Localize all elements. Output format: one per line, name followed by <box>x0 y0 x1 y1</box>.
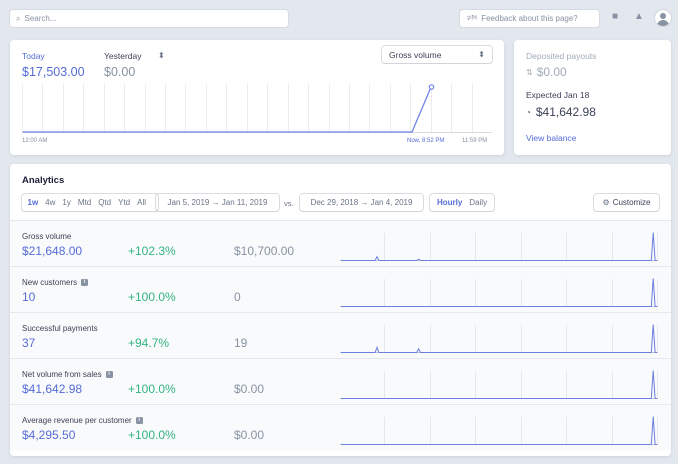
deposited-label: Deposited payouts <box>526 51 597 61</box>
metric-name: New customers i <box>22 278 89 287</box>
deposited-row: ⇅ $0.00 <box>526 65 567 79</box>
range-option-1y[interactable]: 1y <box>62 198 71 207</box>
feedback-button[interactable]: 🕬 Feedback about this page? <box>460 10 599 27</box>
search-icon: ⌕ <box>16 13 21 23</box>
sparkline-series <box>341 416 657 445</box>
deposited-value: $0.00 <box>536 65 567 79</box>
expected-label: Expected Jan 18 <box>526 90 590 100</box>
metric-row[interactable]: New customers i 10 +100.0% 0 <box>10 266 671 312</box>
customize-button[interactable]: ⚙ Customize <box>594 194 659 211</box>
range-selector[interactable]: 1w 4w 1y Mtd Qtd Ytd All <box>22 194 158 211</box>
granularity-daily[interactable]: Daily <box>469 198 488 207</box>
metric-sparkline <box>340 278 658 307</box>
analytics-title: Analytics <box>22 175 65 186</box>
metric-name-text: New customers <box>22 278 78 287</box>
today-line-chart <box>22 84 492 133</box>
sparkline-series <box>341 278 657 307</box>
metric-name: Successful payments <box>22 324 98 333</box>
sparkline-series <box>341 324 657 353</box>
feedback-label: Feedback about this page? <box>481 14 578 23</box>
metric-row[interactable]: Successful payments 37 +94.7% 19 <box>10 312 671 358</box>
view-balance-link[interactable]: View balance <box>526 133 577 143</box>
range-option-ytd[interactable]: Ytd <box>118 198 131 207</box>
search-input[interactable]: ⌕ Search... <box>10 10 288 27</box>
expected-row: ◔ $41,642.98 <box>526 105 596 119</box>
metric-sparkline <box>340 232 658 261</box>
analytics-card: Analytics 1w 4w 1y Mtd Qtd Ytd All Jan 5, 2019… <box>10 164 671 456</box>
clock-icon: ◔ <box>526 107 531 117</box>
metric-row[interactable]: Average revenue per customer i $4,295.50 +1… <box>10 404 671 450</box>
range-option-mtd[interactable]: Mtd <box>77 198 92 207</box>
metric-value: $21,648.00 <box>22 244 83 258</box>
today-label: Today <box>22 51 45 61</box>
time-start-label: 12:00 AM <box>22 138 48 144</box>
metric-name-text: Successful payments <box>22 324 98 333</box>
metric-name-text: Average revenue per customer <box>22 416 132 425</box>
range-option-4w[interactable]: 4w <box>45 198 56 207</box>
chart-current-point <box>428 84 435 90</box>
date-range-picker[interactable]: Jan 5, 2019 → Jan 11, 2019 <box>156 194 279 211</box>
metric-sparkline <box>340 370 658 399</box>
metric-name: Net volume from sales i <box>22 370 113 379</box>
yesterday-value: $0.00 <box>104 65 136 79</box>
metric-name-text: Gross volume <box>22 232 72 241</box>
today-value: $17,503.00 <box>22 65 85 79</box>
info-icon[interactable]: i <box>105 371 113 378</box>
granularity-hourly[interactable]: Hourly <box>436 198 463 207</box>
time-now-label: Now, 8:52 PM <box>407 138 445 144</box>
chevron-updown-icon: ⬍ <box>478 50 485 59</box>
granularity-toggle[interactable]: Hourly Daily <box>430 194 494 211</box>
today-card: Today $17,503.00 Yesterday ⬍ $0.00 Gross… <box>10 40 504 155</box>
metric-sparkline <box>340 324 658 353</box>
metric-select[interactable]: Gross volume ⬍ <box>382 46 492 63</box>
metric-previous: 19 <box>234 336 248 350</box>
compare-range-value: Dec 29, 2018 → Jan 4, 2019 <box>310 198 413 207</box>
time-end-label: 11:59 PM <box>462 138 488 144</box>
metric-row[interactable]: Net volume from sales i $41,642.98 +100.0% $… <box>10 358 671 404</box>
range-option-qtd[interactable]: Qtd <box>98 198 112 207</box>
metric-previous: $10,700.00 <box>234 244 295 258</box>
payouts-card: Deposited payouts ⇅ $0.00 Expected Jan 1… <box>514 40 671 155</box>
range-option-all[interactable]: All <box>137 198 147 207</box>
metric-change: +100.0% <box>128 382 176 396</box>
sparkline-series <box>341 370 657 399</box>
metric-value: 10 <box>22 290 36 304</box>
metric-value: $4,295.50 <box>22 428 76 442</box>
bell-icon[interactable]: ▲ <box>634 11 644 22</box>
yesterday-label[interactable]: Yesterday <box>104 51 142 61</box>
book-icon[interactable]: ■ <box>612 11 619 22</box>
metric-value: $41,642.98 <box>22 382 83 396</box>
info-icon[interactable]: i <box>81 279 89 286</box>
metric-change: +100.0% <box>128 290 176 304</box>
metric-name-text: Net volume from sales <box>22 370 102 379</box>
metric-change: +94.7% <box>128 336 170 350</box>
info-icon[interactable]: i <box>135 417 143 424</box>
avatar[interactable] <box>655 10 671 26</box>
expected-value: $41,642.98 <box>535 105 596 119</box>
metric-change: +100.0% <box>128 428 176 442</box>
metric-name: Average revenue per customer i <box>22 416 143 425</box>
gear-icon: ⚙ <box>602 198 610 207</box>
sparkline-series <box>341 232 657 261</box>
vs-label: vs. <box>284 199 294 208</box>
metric-name: Gross volume <box>22 232 71 241</box>
metric-row[interactable]: Gross volume $21,648.00 +102.3% $10,700.00 <box>10 220 671 266</box>
metric-sparkline <box>340 416 658 445</box>
date-range-value: Jan 5, 2019 → Jan 11, 2019 <box>167 198 268 207</box>
megaphone-icon: 🕬 <box>467 12 478 22</box>
customize-label: Customize <box>612 198 651 207</box>
metric-change: +102.3% <box>128 244 176 258</box>
search-placeholder: Search... <box>24 14 57 23</box>
compare-range-picker[interactable]: Dec 29, 2018 → Jan 4, 2019 <box>300 194 423 211</box>
chevron-updown-icon[interactable]: ⬍ <box>158 51 165 60</box>
metric-previous: $0.00 <box>234 428 265 442</box>
metric-previous: $0.00 <box>234 382 265 396</box>
transfer-icon: ⇅ <box>526 67 533 77</box>
range-option-1w[interactable]: 1w <box>27 198 39 207</box>
metric-value: 37 <box>22 336 36 350</box>
chart-series-line <box>22 85 433 133</box>
metric-select-value: Gross volume <box>389 49 442 60</box>
metric-previous: 0 <box>234 290 241 304</box>
top-bar: ⌕ Search... 🕬 Feedback about this page? … <box>0 0 678 38</box>
